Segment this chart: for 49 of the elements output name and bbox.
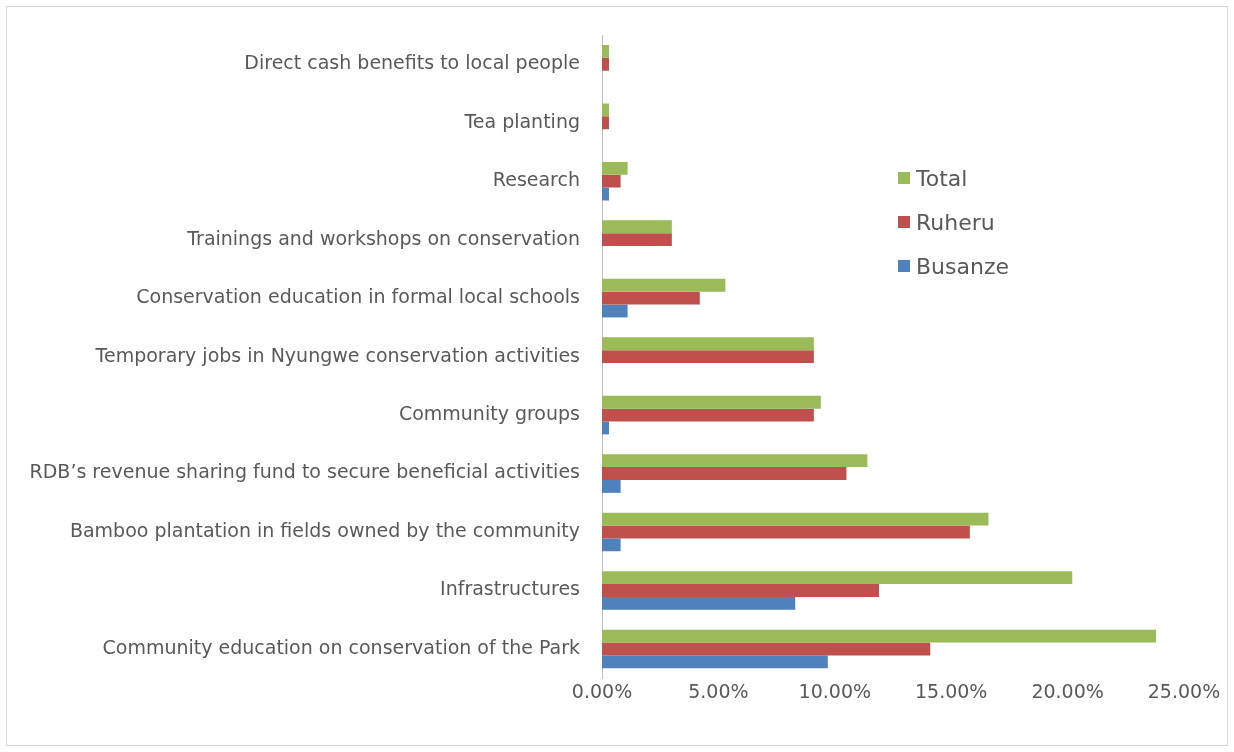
x-tick-label: 10.00% xyxy=(798,679,872,702)
bar xyxy=(602,57,609,71)
y-tick-label: Temporary jobs in Nyungwe conservation activities xyxy=(94,343,580,366)
bar xyxy=(602,337,814,351)
y-tick-label: Conservation education in formal local schools xyxy=(136,285,580,308)
bar xyxy=(602,642,931,656)
bar xyxy=(602,479,621,493)
bar xyxy=(602,538,621,552)
y-tick-label: Infrastructures xyxy=(440,577,580,600)
bar xyxy=(602,512,989,526)
bar xyxy=(602,103,609,117)
bar xyxy=(602,233,672,247)
bar xyxy=(602,629,1157,643)
y-tick-label: Community groups xyxy=(398,402,580,425)
bar xyxy=(602,525,970,539)
bar xyxy=(602,655,828,669)
bar xyxy=(602,454,868,468)
bar xyxy=(602,161,628,175)
bar xyxy=(602,116,609,130)
bar xyxy=(602,278,726,292)
y-tick-label: Trainings and workshops on conservation xyxy=(186,226,580,249)
x-tick-label: 0.00% xyxy=(571,679,633,702)
bar xyxy=(602,174,621,188)
bar xyxy=(602,304,628,318)
bar xyxy=(602,187,609,201)
y-tick-label: Tea planting xyxy=(463,109,580,132)
bar xyxy=(602,421,609,435)
x-tick-label: 20.00% xyxy=(1031,679,1104,702)
y-tick-label: RDB’s revenue sharing fund to secure beneficial activities xyxy=(29,460,580,483)
x-tick-label: 5.00% xyxy=(688,679,749,702)
x-tick-label: 15.00% xyxy=(914,679,988,702)
y-tick-label: Community education on conservation of the Park xyxy=(102,635,580,658)
bar xyxy=(602,408,814,422)
y-tick-label: Direct cash benefits to local people xyxy=(244,51,580,74)
legend-label: Total xyxy=(916,165,968,191)
y-tick-label: Research xyxy=(492,168,580,191)
bar xyxy=(602,220,672,234)
x-tick-label: 25.00% xyxy=(1147,679,1221,702)
legend-label: Busanze xyxy=(916,253,1010,279)
bar xyxy=(602,596,796,610)
bar xyxy=(602,395,821,409)
bar xyxy=(602,291,700,305)
bar xyxy=(602,350,814,364)
bar xyxy=(602,44,609,58)
legend-label: Ruheru xyxy=(916,209,995,235)
bar xyxy=(602,467,847,480)
bar xyxy=(602,571,1073,585)
y-tick-label: Bamboo plantation in fields owned by the community xyxy=(69,518,580,541)
bar xyxy=(602,584,880,597)
